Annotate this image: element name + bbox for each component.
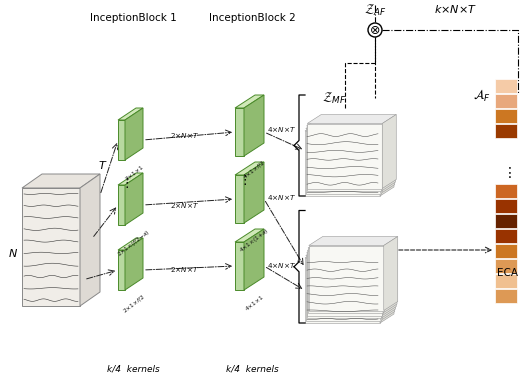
Polygon shape (306, 244, 395, 253)
Polygon shape (384, 237, 398, 310)
Polygon shape (380, 249, 394, 323)
Polygon shape (306, 128, 381, 194)
Polygon shape (235, 175, 244, 223)
Bar (495, 274, 517, 288)
Text: $\mathcal{A}_{F}$: $\mathcal{A}_{F}$ (473, 88, 491, 104)
Polygon shape (244, 162, 264, 223)
Text: $4{\times}N{\times}T$: $4{\times}N{\times}T$ (268, 262, 297, 270)
Polygon shape (118, 250, 125, 290)
Polygon shape (305, 122, 394, 131)
Text: $\mathcal{Z}_{MF}$: $\mathcal{Z}_{MF}$ (322, 91, 346, 106)
Polygon shape (306, 256, 381, 320)
Bar (495, 244, 517, 258)
Polygon shape (118, 238, 143, 250)
Polygon shape (307, 251, 382, 315)
Polygon shape (118, 108, 143, 120)
Polygon shape (244, 229, 264, 290)
Bar (495, 94, 517, 108)
Polygon shape (305, 249, 394, 258)
Polygon shape (382, 114, 396, 189)
Text: $k{\times}N{\times}T$: $k{\times}N{\times}T$ (433, 3, 476, 15)
Polygon shape (118, 185, 125, 225)
Polygon shape (307, 114, 396, 123)
Text: k/4  kernels: k/4 kernels (225, 364, 278, 373)
Bar (495, 259, 517, 273)
Polygon shape (383, 239, 397, 313)
Polygon shape (307, 123, 382, 189)
Text: $\vdots$: $\vdots$ (119, 176, 128, 190)
Polygon shape (307, 241, 396, 251)
Text: $4{\times}1{\times}1$: $4{\times}1{\times}1$ (243, 293, 265, 313)
Polygon shape (308, 239, 397, 248)
Polygon shape (382, 244, 395, 318)
Text: $2{\times}1{\times}1$: $2{\times}1{\times}1$ (122, 163, 145, 183)
Text: $2{\times}N{\times}T$: $2{\times}N{\times}T$ (171, 265, 200, 274)
Polygon shape (235, 229, 264, 242)
Polygon shape (309, 246, 384, 310)
Text: $2{\times}1{\times}(f/2{-}a)$: $2{\times}1{\times}(f/2{-}a)$ (116, 228, 152, 260)
Polygon shape (125, 108, 143, 160)
Text: $N$: $N$ (8, 247, 18, 259)
Polygon shape (382, 241, 396, 315)
Polygon shape (235, 108, 244, 156)
Circle shape (368, 23, 382, 37)
Text: $2{\times}N{\times}T$: $2{\times}N{\times}T$ (171, 201, 200, 210)
Polygon shape (382, 117, 395, 191)
Polygon shape (380, 122, 394, 196)
Text: $2{\times}N{\times}T$: $2{\times}N{\times}T$ (171, 130, 200, 140)
Polygon shape (235, 242, 244, 290)
Text: InceptionBlock 2: InceptionBlock 2 (209, 13, 295, 23)
Polygon shape (381, 120, 395, 194)
Text: $\mathcal{Z}_{AF}$: $\mathcal{Z}_{AF}$ (364, 3, 386, 18)
Polygon shape (125, 173, 143, 225)
Polygon shape (306, 117, 395, 126)
Polygon shape (235, 95, 264, 108)
Polygon shape (22, 174, 100, 188)
Polygon shape (118, 120, 125, 160)
Bar (495, 184, 517, 198)
Polygon shape (308, 248, 383, 313)
Text: $T$: $T$ (98, 159, 108, 171)
Text: $\vdots$: $\vdots$ (238, 173, 247, 187)
Polygon shape (306, 120, 395, 128)
Bar (495, 229, 517, 243)
Polygon shape (305, 258, 380, 323)
Polygon shape (125, 238, 143, 290)
Text: $4{\times}1{\times}(1{+}a)$: $4{\times}1{\times}(1{+}a)$ (237, 226, 271, 255)
Polygon shape (22, 188, 80, 306)
Polygon shape (80, 174, 100, 306)
Polygon shape (306, 126, 382, 191)
Text: k/4  kernels: k/4 kernels (107, 364, 159, 373)
Text: $\vdots$: $\vdots$ (502, 166, 512, 180)
Text: $4{\times}1{\times}f/2$: $4{\times}1{\times}f/2$ (241, 159, 267, 182)
Polygon shape (306, 246, 395, 256)
Text: ECA: ECA (496, 268, 517, 278)
Bar (495, 199, 517, 213)
Polygon shape (381, 246, 395, 320)
Polygon shape (305, 131, 380, 196)
Bar (495, 124, 517, 138)
Bar (495, 214, 517, 228)
Bar (495, 109, 517, 123)
Bar (495, 289, 517, 303)
Polygon shape (235, 162, 264, 175)
Bar (495, 79, 517, 93)
Polygon shape (306, 253, 382, 318)
Polygon shape (309, 237, 398, 246)
Polygon shape (118, 173, 143, 185)
Text: InceptionBlock 1: InceptionBlock 1 (90, 13, 176, 23)
Text: $\otimes$: $\otimes$ (370, 24, 381, 36)
Polygon shape (244, 95, 264, 156)
Text: $2{\times}1{\times}f/2$: $2{\times}1{\times}f/2$ (121, 293, 147, 315)
Text: $4{\times}N{\times}T$: $4{\times}N{\times}T$ (268, 125, 297, 135)
Text: $4{\times}N{\times}T$: $4{\times}N{\times}T$ (268, 194, 297, 203)
